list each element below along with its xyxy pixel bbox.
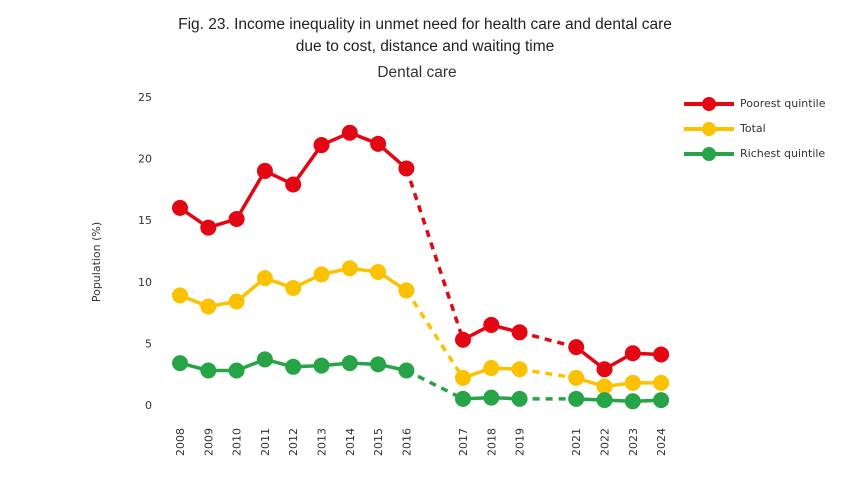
y-tick-label: 25 [138,91,152,104]
data-point [256,162,273,179]
data-point [455,331,471,348]
legend-item: Poorest quintile [684,91,825,116]
data-point [398,282,415,299]
chart-title: Dental care [377,64,457,81]
data-point [200,298,217,315]
data-point [256,270,273,287]
y-tick-label: 0 [145,399,152,412]
dashed-segment [405,368,464,401]
x-tick-label: 2012 [287,428,300,456]
data-point [228,210,245,227]
dashed-segment [404,167,465,341]
x-tick-label: 2015 [372,428,385,456]
data-point [511,361,528,378]
data-point [200,219,217,236]
data-point [624,393,641,410]
x-tick-label: 2009 [202,428,215,456]
y-axis-label: Population (%) [90,222,103,302]
x-tick-label: 2008 [174,428,187,456]
data-point [313,266,330,283]
data-point [341,124,358,141]
legend-label: Total [740,122,766,135]
data-point [341,260,358,277]
data-point [568,369,585,386]
data-point [511,390,528,407]
data-point [285,358,302,375]
figure-title-line-2: due to cost, distance and waiting time [295,38,555,55]
legend-item: Total [684,116,825,141]
data-point [398,362,415,379]
data-point [172,287,188,304]
line-segment [235,170,267,220]
x-tick-label: 2018 [485,428,498,456]
data-point [511,324,528,341]
data-point [172,355,188,372]
y-axis: 0 5 10 15 20 25 [138,91,152,412]
x-tick-label: 2024 [655,428,668,456]
y-tick-label: 15 [138,214,152,227]
data-point [596,361,613,378]
data-point [483,360,500,377]
data-point [653,392,670,409]
series-total [172,260,670,395]
data-point [596,378,613,395]
data-point [285,176,302,193]
legend-swatch [684,96,734,111]
x-tick-label: 2022 [599,428,612,456]
data-point [200,362,217,379]
figure-title-line-1: Fig. 23. Income inequality in unmet need… [178,16,672,33]
legend-label: Richest quintile [740,147,826,160]
data-point [313,357,330,374]
dashed-segment [519,367,577,380]
y-tick-label: 5 [145,337,152,350]
legend-item: Richest quintile [684,141,825,166]
data-point [370,263,387,280]
data-point [596,392,613,409]
x-axis: 2008 2009 2010 2011 2012 2013 2014 2015 2016 2017… [174,428,668,456]
data-point [228,362,245,379]
x-tick-label: 2016 [400,428,413,456]
data-point [455,369,471,386]
dashed-segment [519,330,577,349]
series-poorest-quintile [172,124,670,378]
series-richest-quintile [172,351,670,410]
x-tick-label: 2013 [316,428,329,456]
data-point [483,316,500,333]
x-tick-label: 2021 [570,428,583,456]
legend-swatch [684,146,734,161]
data-point [483,389,500,406]
data-point [653,374,670,391]
legend-swatch [684,121,734,136]
data-point [228,293,245,310]
data-point [370,356,387,373]
y-tick-label: 10 [138,276,152,289]
x-tick-label: 2014 [344,428,357,456]
data-point [624,374,641,391]
data-point [624,345,641,362]
data-point [455,390,471,407]
legend: Poorest quintile Total Richest quintile [684,91,825,166]
x-tick-label: 2019 [514,428,527,456]
figure-title: Fig. 23. Income inequality in unmet need… [0,14,850,58]
data-point [568,390,585,407]
plot-area [172,124,670,410]
data-point [398,160,415,177]
x-tick-label: 2017 [457,428,470,456]
data-point [341,355,358,372]
dashed-segment [404,289,465,379]
data-point [256,351,273,368]
data-point [285,279,302,296]
x-tick-label: 2023 [627,428,640,456]
data-point [568,339,585,356]
legend-label: Poorest quintile [740,97,826,110]
data-point [653,346,670,363]
data-point [370,135,387,152]
x-tick-label: 2011 [259,428,272,456]
x-tick-label: 2010 [231,428,244,456]
line-segment [291,144,323,186]
data-point [172,199,188,216]
y-tick-label: 20 [138,153,152,166]
data-point [313,137,330,154]
